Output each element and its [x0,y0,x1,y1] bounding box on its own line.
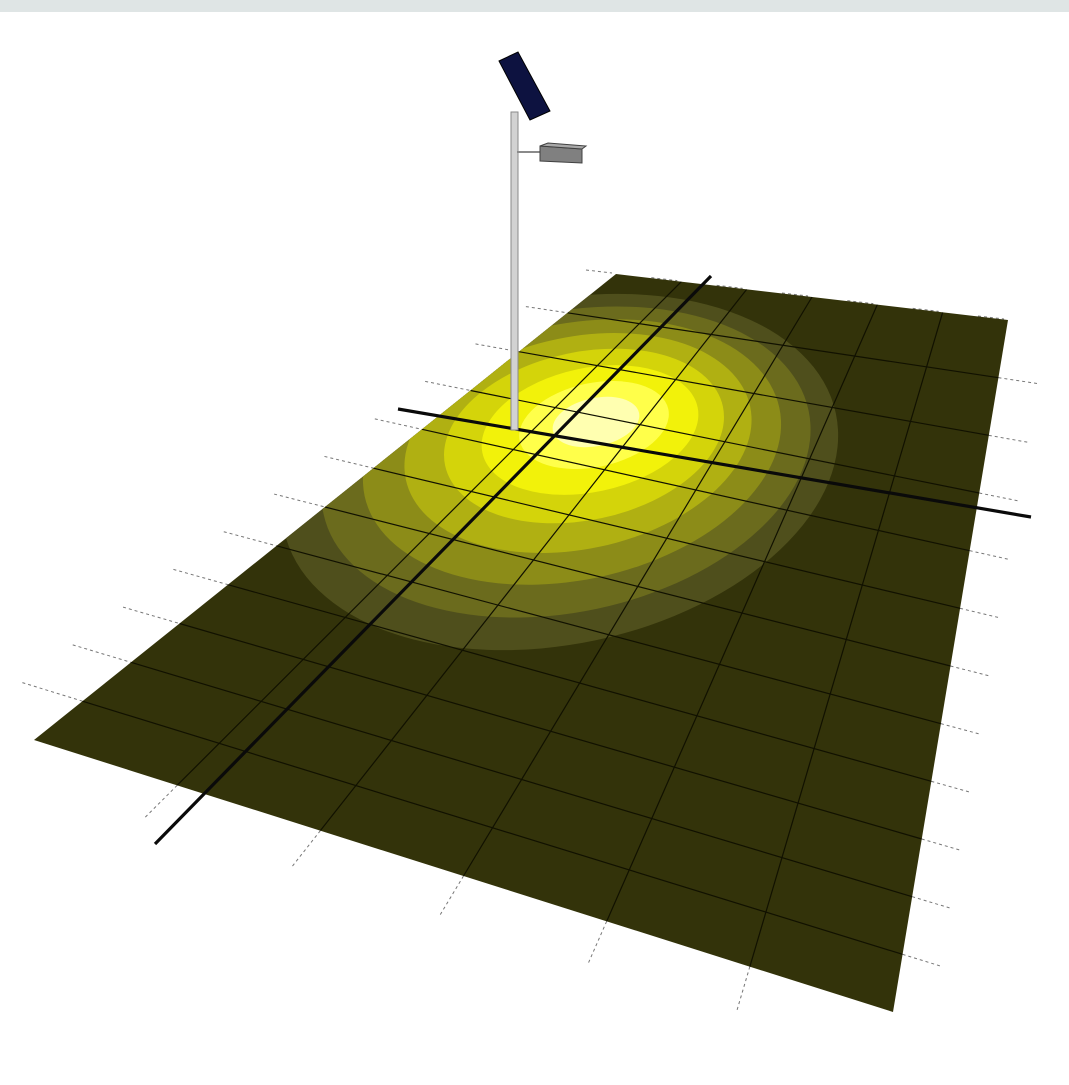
grid-line-along [176,281,682,786]
grid-extension-left [324,455,374,469]
grid-extension-left [122,606,180,624]
axis-line-transverse [153,274,713,846]
top-strip [0,0,1069,12]
grid-extension-left [273,493,326,508]
solar-panel-icon [498,51,551,121]
grid-extension-right [912,896,951,909]
grid-line-along [319,288,748,832]
luminaire-icon [539,142,588,164]
grid-extension-far [977,315,1005,320]
grid-extension-right [931,780,970,793]
grid-extension-far [781,292,809,297]
grid-extension-left [525,306,568,314]
contour-level-8 [552,396,640,448]
grid-extension-left [425,380,471,391]
grid-extension-far [847,300,874,305]
grid-extension-right [921,838,961,851]
grid-extension-right [902,953,941,967]
grid-line-along [462,296,813,877]
grid-extension-far [585,269,613,274]
grid-extension-left [22,682,83,702]
grid-extension-far [912,307,939,312]
grid-extension-near [144,784,178,818]
street-light [498,51,588,431]
grid-extension-left [173,568,229,586]
grid-extension-lines [22,269,1039,1010]
grid-extension-far [716,284,743,289]
axis-line-longitudinal [397,407,1032,519]
street-light-pole-icon [510,111,519,431]
grid-extension-right [988,434,1029,443]
grid-extension-near [736,966,751,1010]
grid-extension-near [292,830,321,867]
ground-grid [82,281,999,967]
grid-extension-right [940,723,980,735]
grid-extension-right [950,665,990,677]
grid-extension-right [998,377,1039,385]
grid-extension-left [72,644,132,663]
grid-extension-right [979,492,1019,502]
grid-extension-left [374,418,423,430]
grid-extension-right [969,550,1009,560]
grid-line-along [749,312,944,967]
grid-extension-near [439,875,464,915]
grid-extension-near [588,921,608,963]
grid-line-along [606,304,878,922]
grid-extension-far [651,277,678,282]
grid-extension-left [223,531,277,547]
grid-extension-right [959,607,1000,619]
